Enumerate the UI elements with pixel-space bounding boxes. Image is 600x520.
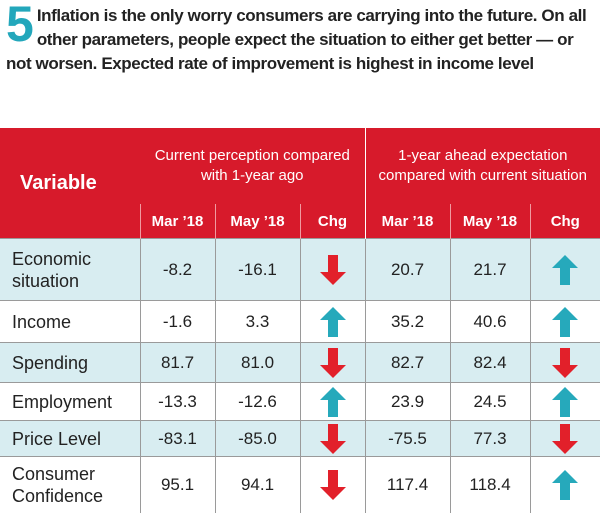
row-name: Price Level <box>0 420 140 457</box>
value-cell: 20.7 <box>364 238 451 301</box>
value-cell: 82.7 <box>364 342 451 383</box>
arrow-shape <box>319 469 346 500</box>
arrow-shape <box>319 347 346 378</box>
table-row: Consumer Confidence 95.1 94.1 117.4 118.4 <box>0 456 600 513</box>
arrow-shape <box>319 386 346 417</box>
value-cell: 81.0 <box>214 342 300 383</box>
arrow-shape <box>319 306 346 337</box>
change-cell <box>529 420 600 457</box>
change-arrow <box>319 423 346 454</box>
header-number: 5 <box>6 0 34 52</box>
arrow-shape <box>319 423 346 454</box>
value-cell: -75.5 <box>364 420 451 457</box>
value-cell: 77.3 <box>449 420 531 457</box>
row-name: Employment <box>0 382 140 421</box>
sub-header: May ’18 <box>449 204 531 239</box>
change-cell <box>529 456 600 513</box>
change-cell <box>299 238 366 301</box>
arrow-shape <box>552 386 579 417</box>
value-cell: -83.1 <box>139 420 215 457</box>
change-arrow <box>552 347 579 378</box>
change-cell <box>299 342 366 383</box>
value-cell: 82.4 <box>449 342 531 383</box>
value-cell: -85.0 <box>214 420 300 457</box>
row-name: Spending <box>0 342 140 383</box>
change-arrow <box>319 306 346 337</box>
table-row: Price Level -83.1 -85.0 -75.5 77.3 <box>0 420 600 457</box>
change-arrow <box>319 254 346 285</box>
header: 5 Inflation is the only worry consumers … <box>0 0 600 128</box>
arrow-shape <box>552 423 579 454</box>
sub-header: Mar ’18 <box>364 204 451 239</box>
arrow-shape <box>552 306 579 337</box>
change-arrow <box>552 306 579 337</box>
table-row: Employment -13.3 -12.6 23.9 24.5 <box>0 382 600 421</box>
group-header: Current perception compared with 1-year … <box>140 128 366 204</box>
header-text: Inflation is the only worry consumers ar… <box>6 6 587 73</box>
change-cell <box>299 300 366 343</box>
table-row: Spending 81.7 81.0 82.7 82.4 <box>0 342 600 383</box>
arrow-shape <box>319 254 346 285</box>
value-cell: -12.6 <box>214 382 300 421</box>
value-cell: -16.1 <box>214 238 300 301</box>
value-cell: 35.2 <box>364 300 451 343</box>
change-cell <box>529 342 600 383</box>
row-name: Consumer Confidence <box>0 456 140 513</box>
arrow-shape <box>552 347 579 378</box>
change-cell <box>529 238 600 301</box>
change-arrow <box>319 469 346 500</box>
change-arrow <box>552 423 579 454</box>
change-cell <box>299 382 366 421</box>
value-cell: 24.5 <box>449 382 531 421</box>
sub-header: Mar ’18 <box>139 204 215 239</box>
value-cell: -1.6 <box>139 300 215 343</box>
change-arrow <box>552 386 579 417</box>
change-cell <box>299 456 366 513</box>
group-header: 1-year ahead expectation compared with c… <box>364 128 600 204</box>
arrow-shape <box>552 254 579 285</box>
value-cell: 95.1 <box>139 456 215 513</box>
variable-header: Variable <box>0 128 140 239</box>
value-cell: 94.1 <box>214 456 300 513</box>
table: Variable Current perception compared wit… <box>0 128 600 513</box>
value-cell: -8.2 <box>139 238 215 301</box>
sub-header: May ’18 <box>214 204 300 239</box>
change-arrow <box>552 254 579 285</box>
sub-header: Chg <box>299 204 366 239</box>
value-cell: 118.4 <box>449 456 531 513</box>
value-cell: 81.7 <box>139 342 215 383</box>
change-arrow <box>552 469 579 500</box>
value-cell: 21.7 <box>449 238 531 301</box>
change-cell <box>529 382 600 421</box>
value-cell: 3.3 <box>214 300 300 343</box>
sub-header: Chg <box>529 204 600 239</box>
value-cell: 23.9 <box>364 382 451 421</box>
change-arrow <box>319 347 346 378</box>
arrow-shape <box>552 469 579 500</box>
row-name: Income <box>0 300 140 343</box>
change-arrow <box>319 386 346 417</box>
value-cell: 117.4 <box>364 456 451 513</box>
change-cell <box>299 420 366 457</box>
table-row: Economic situation -8.2 -16.1 20.7 21.7 <box>0 238 600 301</box>
value-cell: -13.3 <box>139 382 215 421</box>
change-cell <box>529 300 600 343</box>
table-row: Income -1.6 3.3 35.2 40.6 <box>0 300 600 343</box>
row-name: Economic situation <box>0 238 140 301</box>
value-cell: 40.6 <box>449 300 531 343</box>
